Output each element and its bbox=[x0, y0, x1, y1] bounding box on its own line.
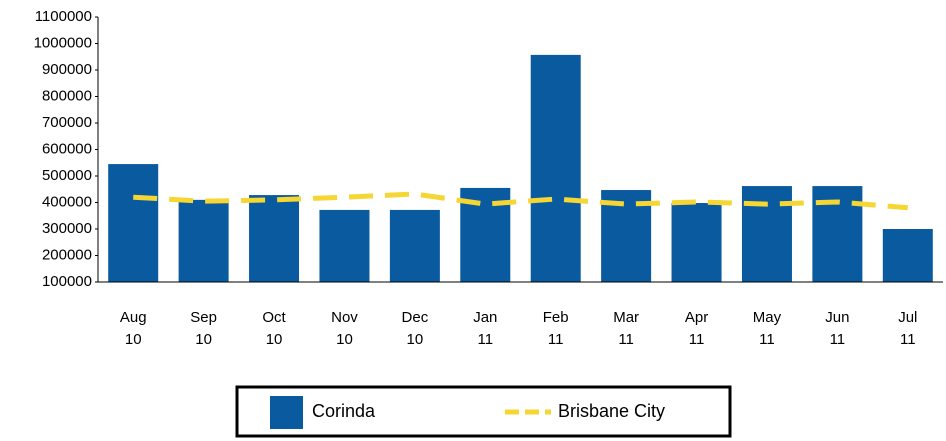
y-tick-label: 800000 bbox=[42, 87, 92, 104]
legend-swatch bbox=[270, 396, 303, 429]
x-tick-label: Oct 10 bbox=[262, 309, 286, 348]
x-tick-label: Nov 10 bbox=[331, 309, 358, 348]
bar bbox=[319, 209, 370, 282]
y-tick-label: 200000 bbox=[42, 246, 92, 263]
x-tick-label: Jan 11 bbox=[473, 309, 497, 348]
bar bbox=[178, 199, 229, 282]
y-tick-label: 300000 bbox=[42, 220, 92, 237]
bar bbox=[671, 203, 722, 282]
y-tick-label: 600000 bbox=[42, 140, 92, 157]
y-tick-label: 500000 bbox=[42, 167, 92, 184]
y-tick-label: 100000 bbox=[42, 273, 92, 290]
x-tick-label: Sep 10 bbox=[190, 309, 217, 348]
x-tick-label: Jul 11 bbox=[898, 309, 917, 348]
bar bbox=[530, 54, 581, 282]
x-tick-label: Dec 10 bbox=[402, 309, 429, 348]
x-tick-label: Apr 11 bbox=[685, 309, 708, 348]
line bbox=[133, 191, 908, 211]
x-tick-label: May 11 bbox=[753, 309, 782, 348]
legend-label: Brisbane City bbox=[558, 401, 665, 421]
bar bbox=[741, 186, 792, 282]
x-tick-label: Mar 11 bbox=[613, 309, 639, 348]
x-tick-label: Feb 11 bbox=[543, 309, 569, 348]
y-tick-label: 1100000 bbox=[35, 8, 92, 25]
bar bbox=[389, 209, 440, 282]
y-tick-label: 700000 bbox=[42, 114, 92, 131]
y-tick-label: 900000 bbox=[42, 61, 92, 78]
x-tick-label: Jun 11 bbox=[825, 309, 849, 348]
legend-label: Corinda bbox=[312, 401, 376, 421]
y-tick-label: 400000 bbox=[42, 193, 92, 210]
legend-box bbox=[235, 385, 732, 438]
x-tick-label: Aug 10 bbox=[120, 309, 147, 348]
bar bbox=[882, 229, 933, 282]
bar bbox=[108, 164, 159, 282]
bar bbox=[249, 195, 300, 282]
y-tick-label: 1000000 bbox=[34, 34, 92, 51]
